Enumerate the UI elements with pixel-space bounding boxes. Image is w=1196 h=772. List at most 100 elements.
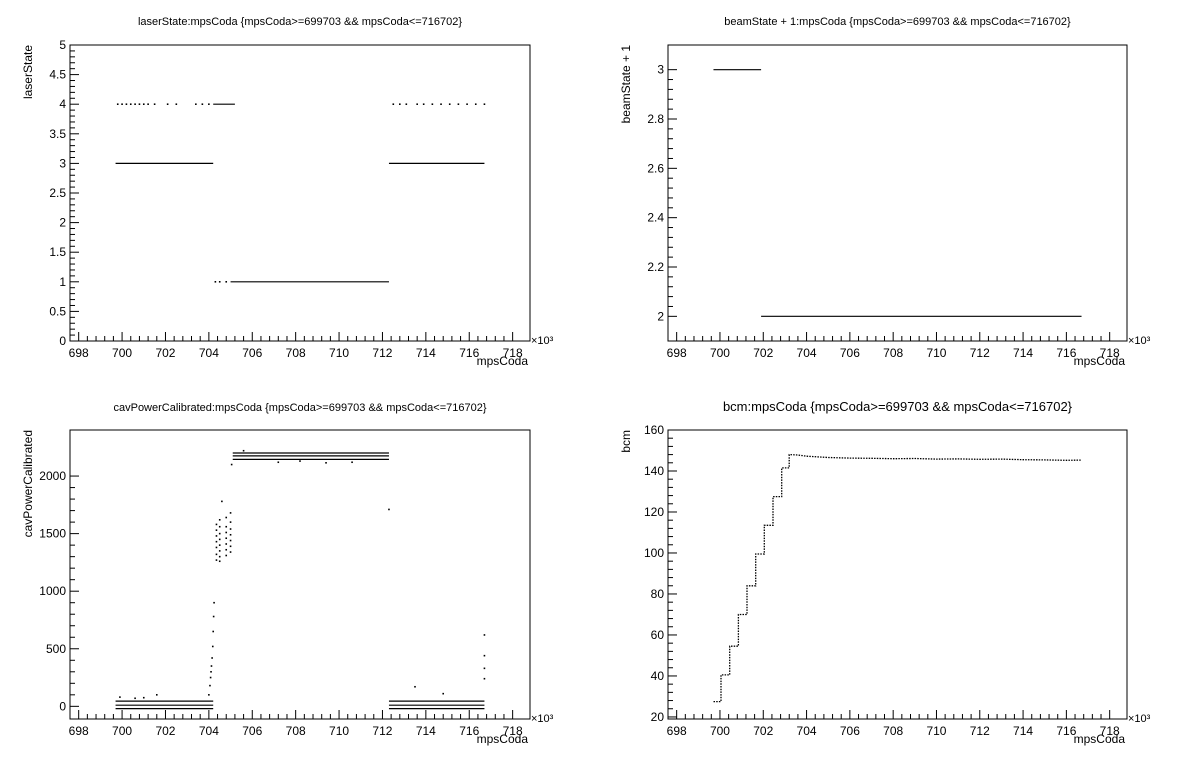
x-tick-label: 704: [199, 346, 219, 360]
x-multiplier-label: ×10³: [531, 335, 554, 347]
plot-frame: [667, 429, 1128, 720]
data-point: [134, 103, 136, 105]
data-point: [414, 685, 416, 688]
x-tick-label: 702: [753, 346, 773, 360]
data-point: [147, 103, 149, 105]
data-point: [209, 676, 212, 679]
x-tick-label: 708: [286, 724, 306, 738]
data-point: [218, 525, 221, 528]
x-tick-label: 708: [883, 724, 903, 738]
data-point: [214, 281, 217, 283]
y-axis-label: laserState: [21, 45, 35, 99]
data-point: [134, 697, 136, 700]
x-tick-label: 706: [242, 346, 262, 360]
data-point: [215, 540, 218, 543]
x-tick-label: 698: [667, 346, 687, 360]
data-point: [218, 560, 221, 563]
x-tick-label: 704: [797, 724, 817, 738]
x-axis-label: mpsCoda: [1074, 354, 1126, 368]
panel-laserstate: laserState:mpsCoda {mpsCoda>=699703 && m…: [21, 16, 554, 368]
x-tick-label: 706: [840, 346, 860, 360]
data-point: [215, 546, 218, 549]
y-tick-label: 2.4: [647, 211, 664, 225]
y-tick-label: 1: [59, 275, 66, 289]
x-tick-label: 712: [970, 724, 990, 738]
data-point: [142, 103, 145, 105]
y-tick-label: 3: [59, 156, 66, 170]
data-point: [211, 645, 214, 648]
data-point: [242, 449, 245, 452]
data-point: [230, 463, 233, 466]
data-point: [229, 521, 232, 523]
data-point: [208, 694, 210, 696]
x-tick-label: 698: [667, 724, 687, 738]
x-tick-label: 702: [753, 724, 773, 738]
data-point: [399, 103, 401, 105]
data-point: [225, 281, 228, 283]
chart-title: laserState:mpsCoda {mpsCoda>=699703 && m…: [138, 16, 462, 28]
data-point: [442, 692, 445, 695]
y-axis-label: cavPowerCalibrated: [21, 430, 35, 537]
data-point: [299, 460, 301, 462]
data-layer: [713, 453, 1082, 703]
x-multiplier-label: ×10³: [1128, 713, 1151, 725]
data-point: [215, 559, 218, 561]
y-tick-label: 60: [651, 628, 665, 642]
data-point: [213, 601, 215, 604]
data-point: [211, 657, 213, 659]
y-tick-label: 2: [59, 216, 66, 230]
y-tick-label: 4: [59, 97, 66, 111]
x-tick-label: 700: [112, 346, 132, 360]
data-point: [229, 512, 232, 514]
data-point: [215, 529, 218, 531]
x-tick-label: 714: [416, 346, 436, 360]
x-tick-label: 708: [286, 346, 306, 360]
x-tick-label: 714: [416, 724, 436, 738]
data-point: [215, 553, 218, 556]
y-tick-label: 0: [59, 699, 66, 713]
data-point: [474, 103, 477, 105]
data-point: [405, 103, 408, 105]
y-tick-label: 1500: [39, 527, 66, 541]
data-point: [325, 462, 327, 464]
data-point: [166, 103, 169, 105]
x-tick-label: 706: [242, 724, 262, 738]
x-tick-label: 716: [1056, 724, 1076, 738]
data-series-line: [713, 453, 1082, 703]
data-point: [388, 508, 390, 511]
data-point: [215, 535, 218, 537]
data-point: [209, 684, 211, 687]
x-tick-label: 712: [372, 724, 392, 738]
data-point: [225, 548, 228, 551]
x-tick-label: 712: [372, 346, 392, 360]
data-point: [225, 516, 228, 519]
data-point: [416, 103, 418, 105]
data-point: [483, 634, 486, 636]
y-tick-label: 100: [644, 546, 664, 560]
y-tick-label: 2: [657, 309, 664, 323]
data-point: [208, 103, 210, 105]
y-tick-label: 80: [651, 587, 665, 601]
data-point: [483, 667, 486, 670]
x-tick-label: 710: [329, 724, 349, 738]
data-point: [229, 528, 232, 530]
data-point: [466, 103, 468, 105]
data-point: [483, 103, 486, 105]
chart-title: bcm:mpsCoda {mpsCoda>=699703 && mpsCoda<…: [723, 399, 1073, 414]
x-axis-label: mpsCoda: [1074, 732, 1126, 746]
data-point: [351, 461, 353, 464]
x-tick-label: 700: [710, 346, 730, 360]
panel-bcm: bcm:mpsCoda {mpsCoda>=699703 && mpsCoda<…: [619, 399, 1151, 746]
data-point: [212, 630, 215, 633]
data-point: [195, 103, 197, 105]
y-tick-label: 1000: [39, 584, 66, 598]
x-tick-label: 710: [926, 346, 946, 360]
data-point: [483, 677, 486, 680]
y-tick-label: 2.2: [647, 260, 664, 274]
data-point: [229, 533, 232, 536]
data-layer: [115, 103, 486, 283]
x-tick-label: 710: [926, 724, 946, 738]
x-tick-label: 702: [155, 346, 175, 360]
x-multiplier-label: ×10³: [1128, 335, 1151, 347]
